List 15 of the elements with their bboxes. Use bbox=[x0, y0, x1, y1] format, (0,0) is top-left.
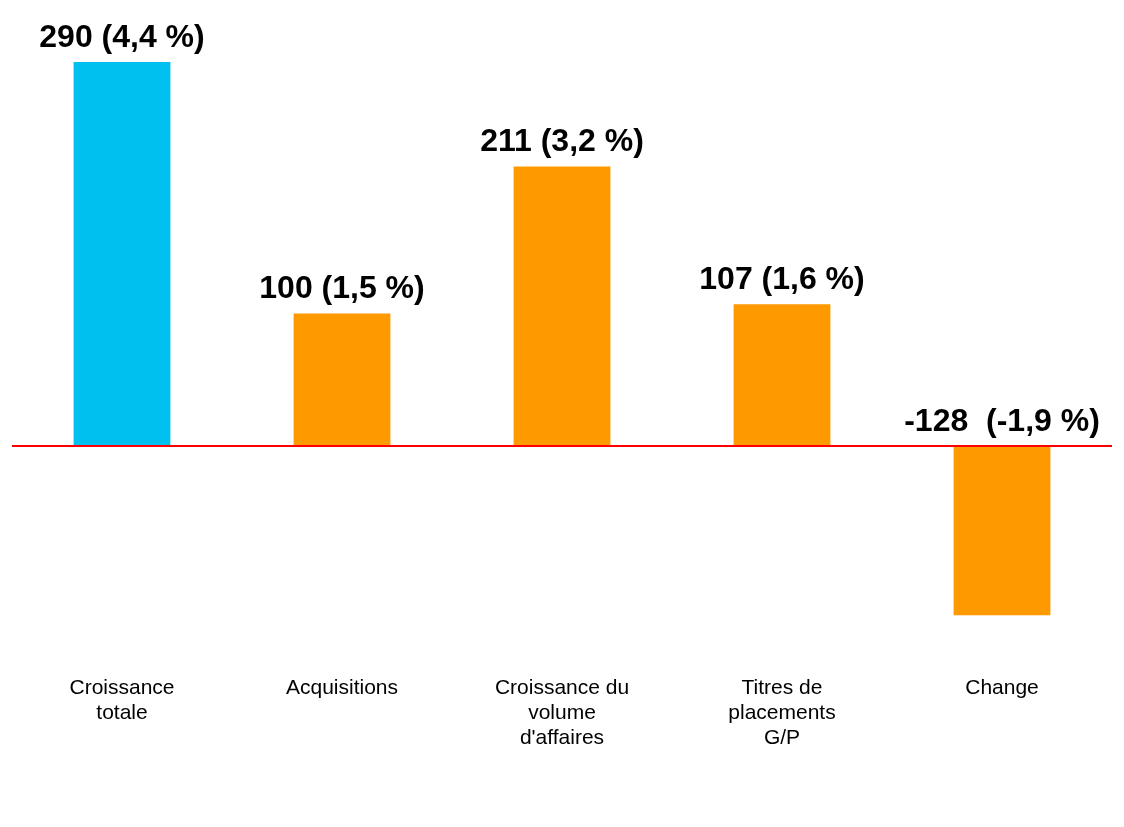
bar bbox=[733, 304, 831, 446]
data-label: -128 (-1,9 %) bbox=[904, 401, 1100, 438]
data-label: 100 (1,5 %) bbox=[259, 269, 425, 306]
bar bbox=[293, 313, 391, 446]
data-label: 107 (1,6 %) bbox=[699, 260, 865, 297]
x-tick-label: Change bbox=[965, 674, 1039, 698]
bar bbox=[73, 62, 171, 446]
x-tick-label: Titres de placements G/P bbox=[728, 674, 836, 749]
x-tick-label: Croissance du volume d'affaires bbox=[494, 674, 630, 749]
data-label: 290 (4,4 %) bbox=[39, 17, 205, 54]
data-label: 211 (3,2 %) bbox=[480, 122, 644, 159]
bar bbox=[513, 166, 611, 446]
x-tick-label: Acquisitions bbox=[285, 674, 399, 698]
bar bbox=[953, 445, 1051, 616]
x-tick-label: Croissance totale bbox=[69, 674, 175, 723]
